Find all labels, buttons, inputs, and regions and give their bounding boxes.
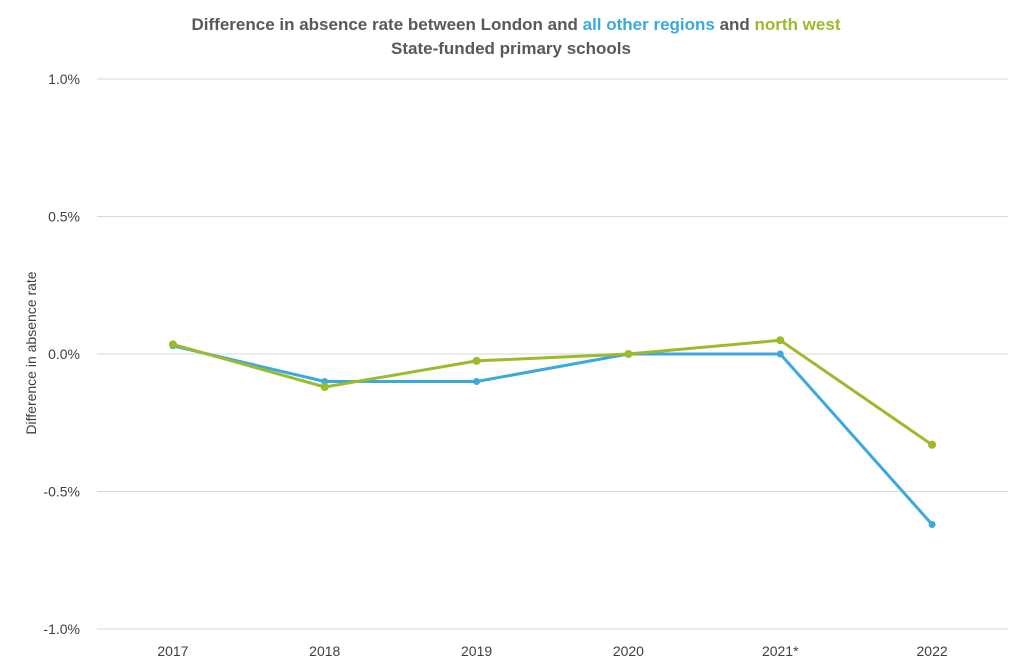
x-tick-label: 2020 xyxy=(613,643,644,659)
title-segment-and: and xyxy=(715,15,755,34)
series-north-west xyxy=(168,336,937,449)
data-point xyxy=(776,350,784,358)
y-tick-label: 0.5% xyxy=(48,209,80,225)
y-tick-label: -0.5% xyxy=(43,484,80,500)
x-tick-label: 2019 xyxy=(461,643,492,659)
y-tick-label: -1.0% xyxy=(43,621,80,637)
data-point xyxy=(473,378,481,385)
y-axis-tick-labels: 1.0% 0.5% 0.0% -0.5% -1.0% xyxy=(43,71,80,637)
data-point xyxy=(321,378,329,385)
x-tick-label: 2022 xyxy=(917,643,948,659)
chart-title-line-2: State-funded primary schools xyxy=(391,39,631,58)
data-point xyxy=(928,521,936,528)
title-segment-all-other-regions: all other regions xyxy=(583,15,715,34)
series-all-other-regions xyxy=(169,342,936,528)
title-segment-prefix: Difference in absence rate between Londo… xyxy=(192,15,583,34)
data-point xyxy=(928,440,937,449)
data-point xyxy=(624,350,633,358)
series-line xyxy=(171,344,934,526)
chart-title-line-1: Difference in absence rate between Londo… xyxy=(192,15,841,34)
series-layer xyxy=(168,336,937,528)
data-point xyxy=(320,383,329,391)
y-tick-label: 0.0% xyxy=(48,346,80,362)
gridlines xyxy=(97,78,1008,630)
y-tick-label: 1.0% xyxy=(48,71,80,87)
x-tick-label: 2017 xyxy=(157,643,188,659)
data-point xyxy=(168,340,177,349)
data-point xyxy=(776,336,785,345)
data-point xyxy=(472,356,481,365)
x-tick-label: 2018 xyxy=(309,643,340,659)
x-axis-tick-labels: 2017 2018 2019 2020 2021* 2022 xyxy=(157,643,948,659)
x-tick-label: 2021* xyxy=(762,643,799,659)
y-axis-title: Difference in absence rate xyxy=(23,271,39,434)
series-line xyxy=(171,338,934,447)
title-segment-north-west: north west xyxy=(755,15,841,34)
